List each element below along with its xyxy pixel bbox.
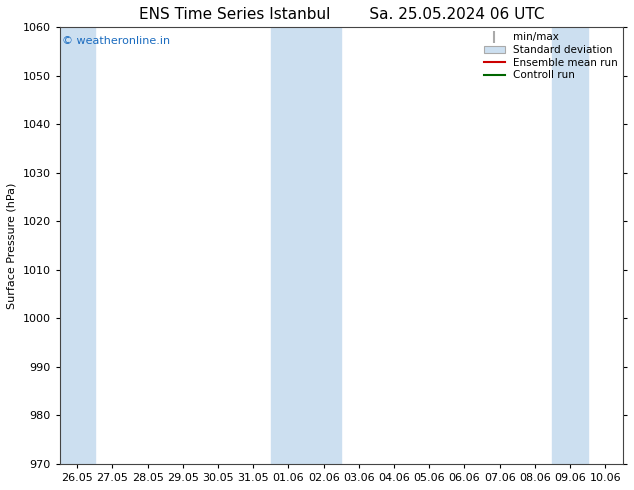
Text: © weatheronline.in: © weatheronline.in: [63, 36, 171, 46]
Title: ENS Time Series Istanbul        Sa. 25.05.2024 06 UTC: ENS Time Series Istanbul Sa. 25.05.2024 …: [138, 7, 544, 22]
Bar: [60, 27, 95, 464]
Bar: [271, 27, 341, 464]
Bar: [552, 27, 588, 464]
Legend: min/max, Standard deviation, Ensemble mean run, Controll run: min/max, Standard deviation, Ensemble me…: [482, 30, 620, 82]
Y-axis label: Surface Pressure (hPa): Surface Pressure (hPa): [7, 182, 17, 309]
